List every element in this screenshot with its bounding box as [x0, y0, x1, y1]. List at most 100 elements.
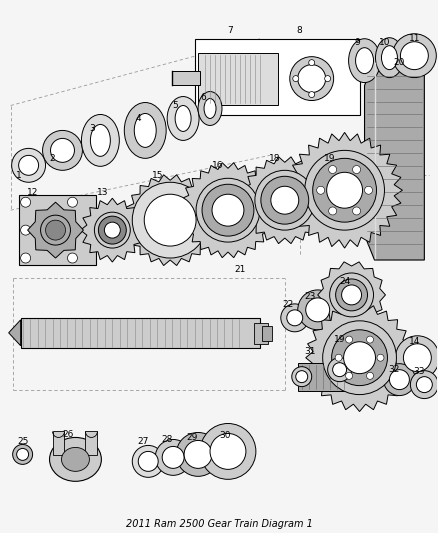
Circle shape [21, 225, 31, 235]
Text: 6: 6 [200, 93, 206, 102]
Text: 19: 19 [324, 154, 336, 163]
Text: 24: 24 [339, 278, 350, 286]
Circle shape [17, 448, 28, 461]
Polygon shape [124, 175, 216, 265]
Polygon shape [9, 320, 21, 346]
Circle shape [346, 373, 353, 379]
Circle shape [196, 178, 260, 242]
Circle shape [327, 172, 363, 208]
Circle shape [21, 253, 31, 263]
Ellipse shape [204, 99, 216, 118]
Polygon shape [241, 157, 328, 244]
Circle shape [132, 182, 208, 258]
Circle shape [298, 290, 338, 330]
Polygon shape [81, 198, 144, 262]
Circle shape [317, 186, 325, 194]
Circle shape [296, 370, 308, 383]
Circle shape [400, 42, 428, 70]
Circle shape [104, 222, 120, 238]
Circle shape [132, 446, 164, 478]
Circle shape [281, 304, 309, 332]
Text: 20: 20 [394, 58, 405, 67]
Circle shape [19, 155, 39, 175]
Text: 16: 16 [212, 161, 224, 170]
Text: 22: 22 [282, 301, 293, 309]
Text: 2011 Ram 2500 Gear Train Diagram 1: 2011 Ram 2500 Gear Train Diagram 1 [126, 519, 312, 529]
Text: 31: 31 [304, 347, 315, 356]
Circle shape [306, 298, 330, 322]
Circle shape [138, 451, 158, 471]
Bar [298, 362, 350, 391]
Text: 18: 18 [269, 154, 281, 163]
Circle shape [271, 186, 299, 214]
Text: 14: 14 [409, 337, 420, 346]
Circle shape [309, 60, 314, 66]
Circle shape [313, 158, 377, 222]
Bar [254, 323, 268, 344]
Text: 11: 11 [409, 34, 420, 43]
Circle shape [298, 64, 326, 93]
Circle shape [389, 370, 410, 390]
Ellipse shape [134, 114, 156, 148]
Text: 7: 7 [227, 26, 233, 35]
Text: 15: 15 [152, 171, 164, 180]
Text: 25: 25 [17, 437, 28, 446]
Circle shape [342, 285, 361, 305]
Circle shape [50, 139, 74, 163]
Circle shape [67, 225, 78, 235]
Circle shape [42, 131, 82, 171]
Circle shape [325, 76, 331, 82]
Bar [21, 318, 260, 348]
Circle shape [287, 310, 303, 326]
Circle shape [162, 447, 184, 469]
Polygon shape [318, 262, 385, 328]
Ellipse shape [81, 115, 119, 166]
Circle shape [377, 354, 384, 361]
Text: 30: 30 [219, 431, 231, 440]
Polygon shape [306, 304, 413, 411]
Polygon shape [28, 202, 83, 258]
Circle shape [12, 148, 46, 182]
Circle shape [210, 433, 246, 470]
Ellipse shape [90, 124, 110, 156]
Text: 4: 4 [135, 114, 141, 123]
Circle shape [353, 166, 360, 174]
Circle shape [261, 176, 309, 224]
Circle shape [184, 440, 212, 469]
Circle shape [99, 216, 126, 244]
Circle shape [403, 344, 431, 372]
Circle shape [384, 364, 415, 395]
Circle shape [95, 212, 130, 248]
Text: 32: 32 [389, 365, 400, 374]
Text: 33: 33 [413, 367, 425, 376]
Text: 29: 29 [187, 433, 198, 442]
Text: 2: 2 [50, 154, 55, 163]
Ellipse shape [356, 47, 374, 74]
Text: 28: 28 [162, 435, 173, 444]
Bar [53, 432, 64, 455]
Text: 12: 12 [27, 188, 38, 197]
Text: 3: 3 [89, 124, 95, 133]
Polygon shape [364, 61, 424, 260]
Circle shape [202, 184, 254, 236]
Circle shape [353, 207, 360, 215]
Text: 5: 5 [172, 101, 178, 110]
Circle shape [417, 377, 432, 393]
Polygon shape [287, 132, 403, 248]
Circle shape [323, 321, 396, 394]
Circle shape [67, 253, 78, 263]
Text: 23: 23 [304, 293, 315, 301]
Ellipse shape [381, 46, 397, 70]
Circle shape [330, 273, 374, 317]
Bar [85, 432, 97, 455]
Circle shape [21, 197, 31, 207]
Bar [262, 326, 272, 341]
Circle shape [46, 220, 66, 240]
Text: 1: 1 [16, 171, 21, 180]
Text: 27: 27 [138, 437, 149, 446]
Ellipse shape [49, 438, 101, 481]
Polygon shape [195, 39, 360, 116]
Circle shape [155, 439, 191, 475]
Circle shape [309, 92, 314, 98]
Circle shape [328, 166, 337, 174]
